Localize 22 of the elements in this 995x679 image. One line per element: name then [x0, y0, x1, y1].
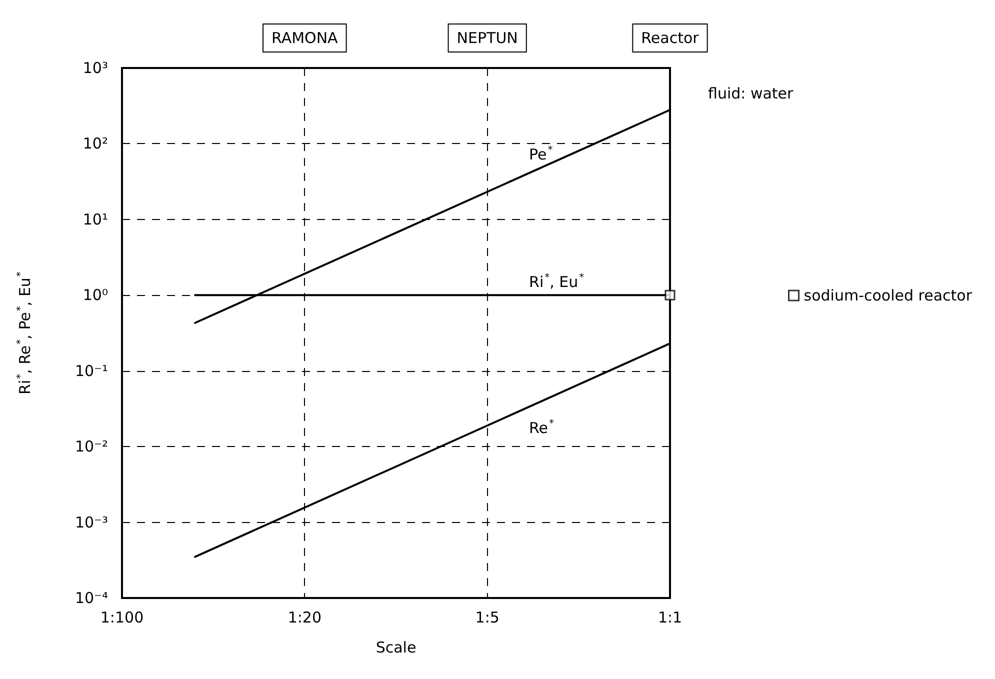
y-tick-label: 10⁻¹: [74, 362, 108, 380]
y-tick-label: 10⁻³: [74, 513, 108, 532]
x-tick-label: 1:20: [288, 608, 322, 626]
text: RAMONA: [272, 29, 339, 47]
series-label: Re*: [529, 418, 554, 438]
text: fluid: water: [708, 84, 794, 102]
x-axis-title: Scale: [376, 638, 416, 656]
series-label: Ri*, Eu*: [529, 272, 584, 292]
y-tick-label: 10⁻²: [74, 438, 108, 456]
y-tick-label: 10⁻⁴: [74, 589, 108, 607]
x-tick-label: 1:5: [475, 608, 500, 626]
y-tick-label: 10¹: [82, 210, 108, 228]
y-axis-title: Ri*, Re*, Pe*, Eu*: [16, 272, 34, 394]
text: Reactor: [641, 29, 700, 47]
y-tick-label: 10³: [82, 59, 108, 77]
y-tick-label: 10⁰: [82, 286, 108, 304]
x-tick-label: 1:100: [100, 608, 144, 626]
series-label: Pe*: [529, 145, 553, 164]
y-tick-label: 10²: [82, 134, 108, 153]
legend-label: sodium-cooled reactor: [804, 286, 973, 304]
x-tick-label: 1:1: [658, 608, 682, 626]
text: NEPTUN: [456, 29, 518, 47]
